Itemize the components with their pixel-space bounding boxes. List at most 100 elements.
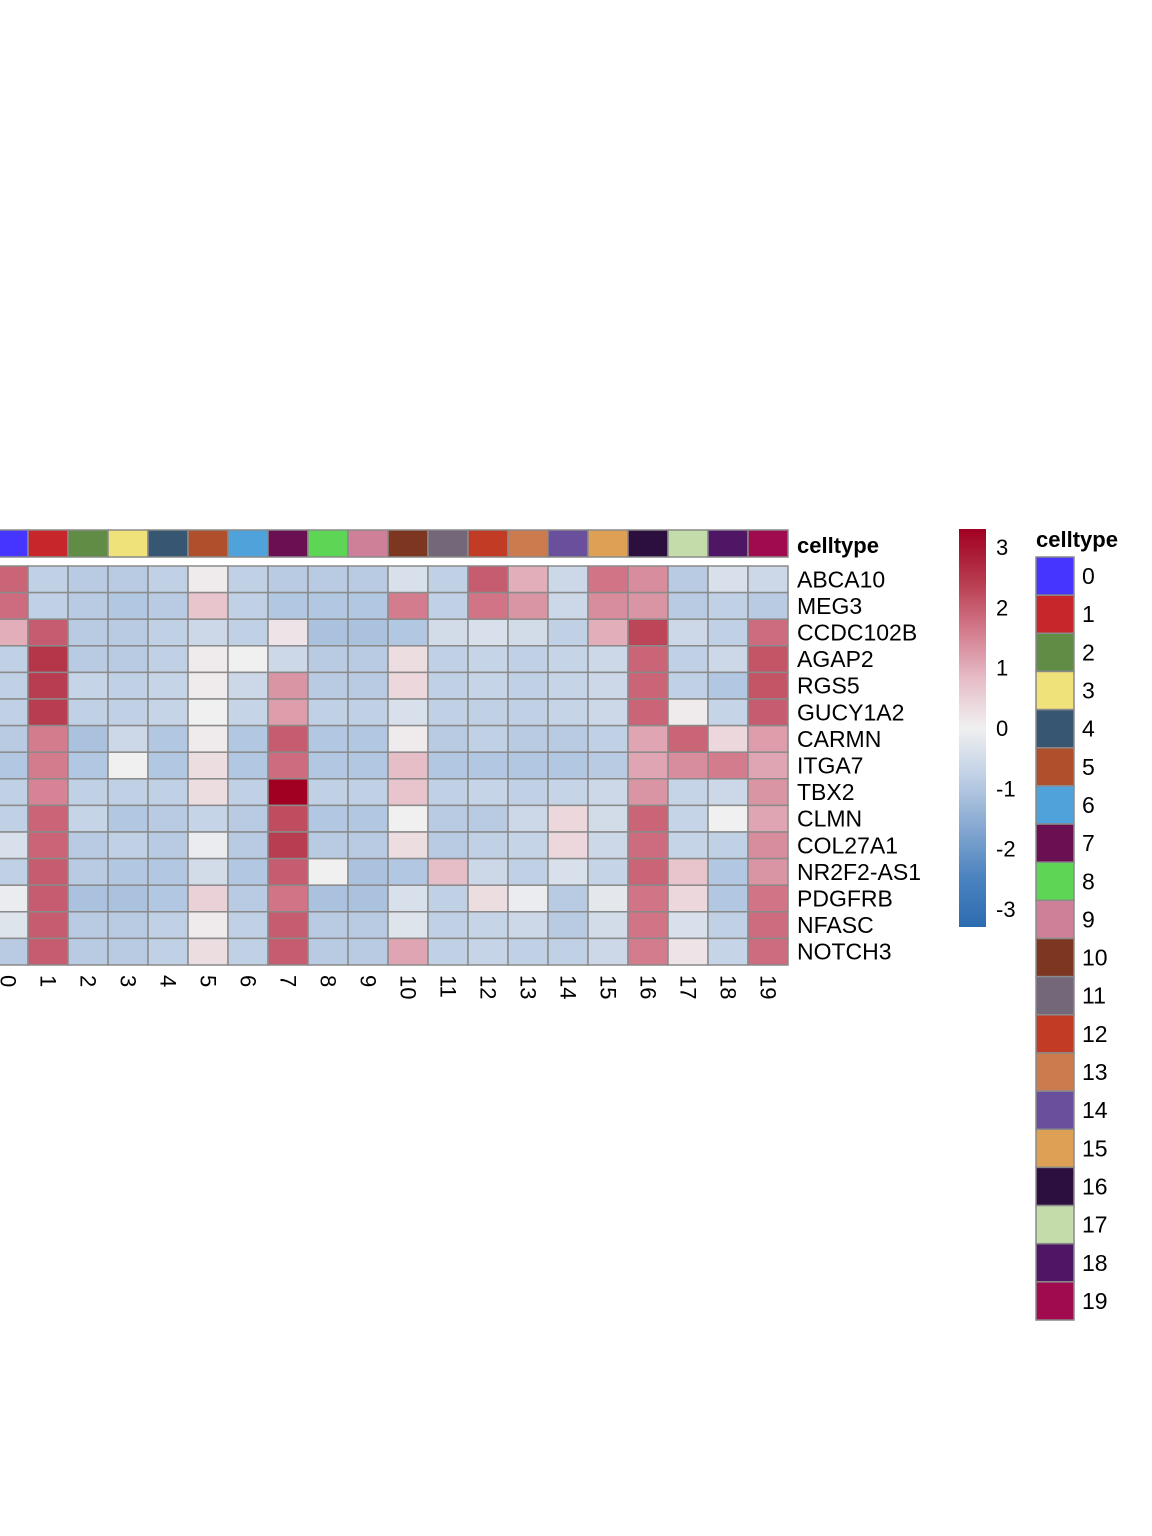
heatmap-cell <box>187 724 229 753</box>
heatmap-cell <box>387 618 429 647</box>
colorbar-tick-label: -2 <box>996 837 1016 862</box>
heatmap-cell <box>147 804 189 833</box>
heatmap-cell <box>387 778 429 807</box>
row-label: TBX2 <box>797 779 855 805</box>
heatmap-cell <box>27 591 69 620</box>
legend-title: celltype <box>1036 527 1118 552</box>
heatmap-cell <box>707 911 749 940</box>
heatmap-cell <box>547 565 589 594</box>
heatmap-cell <box>147 751 189 780</box>
legend-label: 9 <box>1082 906 1095 932</box>
heatmap-cell <box>467 671 509 700</box>
heatmap-cell <box>227 618 269 647</box>
heatmap-cell <box>507 565 549 594</box>
heatmap-cell <box>467 884 509 913</box>
heatmap-cell <box>667 857 709 886</box>
heatmap-cell <box>187 698 229 727</box>
heatmap-cell <box>187 778 229 807</box>
heatmap-cell <box>307 671 349 700</box>
legend-swatch <box>1035 1014 1075 1054</box>
colorbar: -3 -2 -1 0 1 2 3 <box>959 529 1016 927</box>
heatmap-cell <box>227 884 269 913</box>
heatmap-cell <box>147 698 189 727</box>
legend-label: 0 <box>1082 563 1095 589</box>
heatmap-cell <box>67 671 109 700</box>
heatmap-cell <box>427 937 469 966</box>
heatmap-cell <box>387 884 429 913</box>
heatmap-cell <box>147 884 189 913</box>
heatmap-cell <box>547 857 589 886</box>
heatmap-cell <box>627 565 669 594</box>
heatmap-cell <box>507 804 549 833</box>
heatmap-cell <box>227 591 269 620</box>
heatmap-cell <box>547 618 589 647</box>
heatmap-cell <box>267 778 309 807</box>
heatmap-cell <box>187 884 229 913</box>
heatmap-cell <box>747 698 789 727</box>
heatmap-cell <box>547 724 589 753</box>
heatmap-cell <box>747 857 789 886</box>
heatmap-cell <box>707 831 749 860</box>
heatmap-cell <box>227 778 269 807</box>
heatmap-cell <box>707 804 749 833</box>
heatmap-cell <box>387 857 429 886</box>
heatmap-cell <box>627 618 669 647</box>
heatmap-cell <box>347 698 389 727</box>
heatmap-cell <box>0 804 29 833</box>
annotation-cell-6 <box>227 529 269 558</box>
heatmap-cell <box>387 591 429 620</box>
heatmap-cell <box>227 671 269 700</box>
annotation-cell-0 <box>0 529 29 558</box>
heatmap-cell <box>267 804 309 833</box>
heatmap-cell <box>67 565 109 594</box>
row-label: NFASC <box>797 912 874 938</box>
heatmap-cell <box>587 751 629 780</box>
heatmap-cell <box>187 831 229 860</box>
heatmap-cell <box>747 751 789 780</box>
annotation-cell-2 <box>67 529 109 558</box>
heatmap-cell <box>627 778 669 807</box>
heatmap-cell <box>107 565 149 594</box>
heatmap-cell <box>427 884 469 913</box>
annotation-cell-16 <box>627 529 669 558</box>
legend-label: 16 <box>1082 1173 1108 1199</box>
heatmap-cell <box>547 937 589 966</box>
legend-swatch <box>1035 594 1075 635</box>
heatmap-cell <box>507 591 549 620</box>
heatmap-cell <box>347 831 389 860</box>
legend-label: 19 <box>1082 1288 1108 1314</box>
annotation-cell-11 <box>427 529 469 558</box>
heatmap-cell <box>147 671 189 700</box>
legend-swatch <box>1035 861 1075 902</box>
heatmap-cell <box>747 724 789 753</box>
heatmap-cell <box>187 671 229 700</box>
colorbar-gradient <box>959 529 986 927</box>
heatmap-cell <box>187 618 229 647</box>
heatmap-cell <box>627 884 669 913</box>
heatmap-cell <box>267 591 309 620</box>
column-label: 9 <box>356 975 381 987</box>
heatmap-cell <box>707 565 749 594</box>
heatmap-cell <box>147 937 189 966</box>
heatmap-cell <box>0 911 29 940</box>
heatmap-cell <box>547 671 589 700</box>
column-label: 19 <box>756 975 781 999</box>
annotation-title: celltype <box>797 533 879 558</box>
heatmap-cell <box>227 698 269 727</box>
heatmap-cell <box>627 804 669 833</box>
legend-swatch <box>1035 708 1075 749</box>
column-label: 12 <box>476 975 501 999</box>
annotation-cell-18 <box>707 529 749 558</box>
heatmap-cell <box>667 831 709 860</box>
legend-swatch <box>1035 1128 1075 1169</box>
row-label: CCDC102B <box>797 620 917 646</box>
heatmap-cell <box>107 698 149 727</box>
heatmap-cell <box>0 645 29 674</box>
heatmap-cell <box>707 698 749 727</box>
legend-swatch <box>1035 1281 1075 1321</box>
heatmap-cell <box>707 724 749 753</box>
heatmap-cell <box>347 671 389 700</box>
heatmap-cell <box>187 645 229 674</box>
colorbar-tick-label: 0 <box>996 716 1008 741</box>
